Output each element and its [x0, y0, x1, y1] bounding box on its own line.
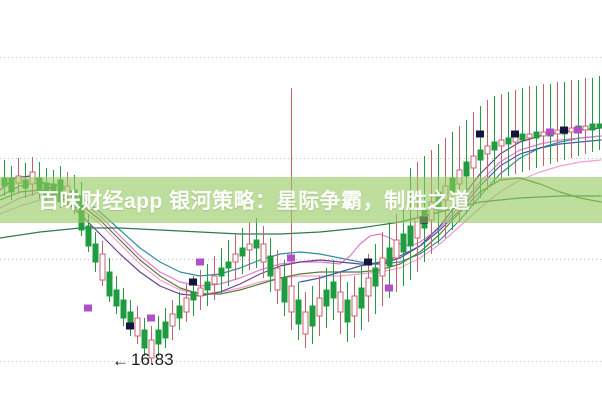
- left-arrow-icon: ←: [112, 350, 129, 370]
- banner-title: 百味财经app 银河策略：星际争霸，制胜之道: [0, 177, 602, 223]
- banner-title-text: 百味财经app 银河策略：星际争霸，制胜之道: [38, 190, 471, 213]
- signal-markers-group: [84, 126, 582, 330]
- price-annotation: ← 16.83: [112, 350, 174, 370]
- price-value: 16.83: [131, 350, 174, 369]
